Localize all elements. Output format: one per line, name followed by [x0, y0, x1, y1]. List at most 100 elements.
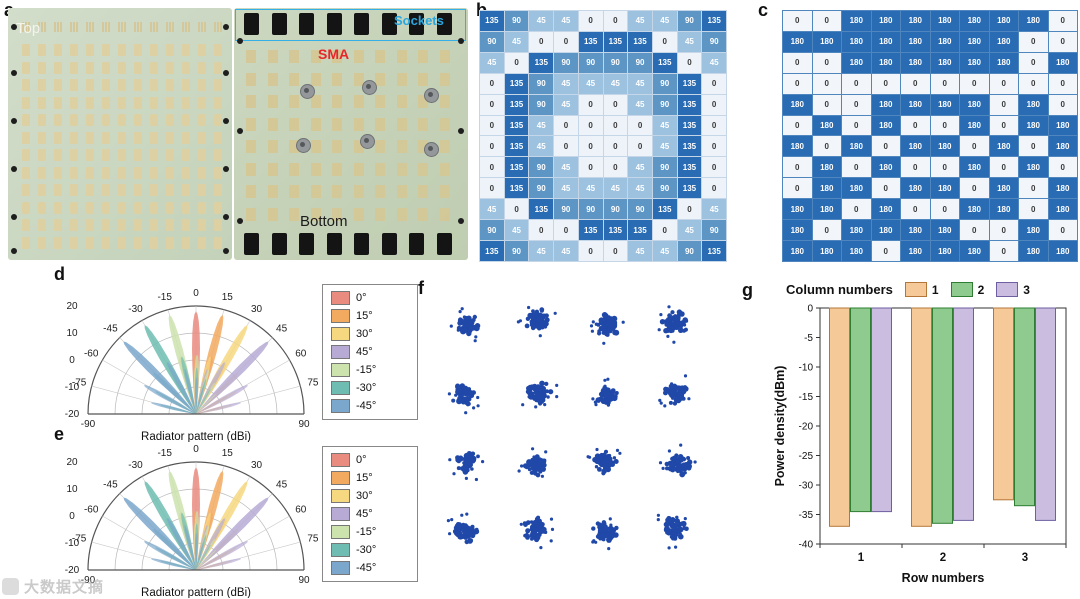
- legend-swatch: [331, 399, 350, 413]
- svg-text:15: 15: [222, 448, 234, 459]
- svg-text:-30: -30: [128, 460, 143, 471]
- phase-cell: 180: [930, 178, 959, 199]
- patch: [102, 166, 110, 179]
- phase-cell: 45: [529, 11, 554, 31]
- svg-text:90: 90: [298, 419, 310, 430]
- svg-text:-5: -5: [804, 333, 813, 344]
- socket-connector: [244, 13, 259, 35]
- patch: [118, 114, 126, 126]
- phase-cell: 180: [812, 157, 841, 178]
- focal-spot: [447, 383, 480, 415]
- patch: [166, 236, 174, 249]
- phase-cell: 90: [529, 73, 554, 94]
- legend-label: 3: [1023, 282, 1030, 297]
- patch: [310, 50, 321, 63]
- phase-cell: 135: [603, 31, 628, 52]
- patch: [118, 96, 126, 109]
- patch: [375, 72, 385, 86]
- solder-strip: [108, 22, 110, 32]
- patch: [86, 236, 94, 249]
- phase-cell: 0: [783, 157, 812, 178]
- socket-connector: [409, 13, 424, 35]
- patch: [134, 166, 142, 179]
- patch: [102, 44, 110, 56]
- phase-cell: 0: [603, 115, 628, 136]
- phase-cell: 0: [603, 136, 628, 157]
- patch: [54, 166, 62, 179]
- phase-cell: 45: [554, 94, 578, 115]
- legend-label: -45°: [356, 400, 377, 412]
- patch: [102, 61, 110, 74]
- patch: [150, 96, 158, 109]
- solder-strip: [92, 22, 94, 32]
- patch: [332, 140, 342, 153]
- phase-cell: 90: [628, 199, 652, 220]
- socket-connector: [436, 13, 452, 35]
- phase-cell: 180: [871, 11, 900, 31]
- patch: [134, 201, 142, 214]
- power-density-bar-chart: 0 -5 -10 -15 -20 -25 -30 -35 -40 1 2 3 Row numbers Po…: [773, 304, 1067, 585]
- patch: [150, 236, 158, 249]
- patch: [134, 131, 142, 144]
- patch: [182, 201, 190, 214]
- solder-strip: [54, 22, 56, 32]
- patch: [102, 96, 110, 109]
- phase-cell: 180: [901, 52, 930, 73]
- phase-cell: 0: [677, 199, 702, 220]
- phase-cell: 45: [603, 73, 628, 94]
- bar-xlabel: Row numbers: [902, 571, 985, 585]
- patch: [289, 117, 299, 131]
- solder-strip: [169, 22, 171, 32]
- svg-text:-75: -75: [72, 378, 87, 389]
- phase-cell: 90: [578, 199, 603, 220]
- patch: [166, 79, 174, 91]
- svg-text:45: 45: [276, 479, 288, 490]
- phase-cell: 135: [529, 199, 554, 220]
- legend-item: -15°: [331, 525, 409, 539]
- screw-hole: [237, 128, 243, 134]
- patch: [418, 207, 428, 221]
- socket-connector: [271, 13, 287, 35]
- phase-cell: 135: [702, 241, 726, 261]
- legend-label: 0°: [356, 292, 367, 304]
- patch: [70, 166, 78, 179]
- phase-cell: 0: [702, 178, 726, 199]
- pcb-sockets-label: Sockets: [394, 13, 444, 28]
- legend-label: -30°: [356, 544, 377, 556]
- phase-cell: 0: [702, 157, 726, 178]
- phase-cell: 180: [812, 199, 841, 220]
- solder-strip: [57, 22, 59, 32]
- legend-item: -15°: [331, 363, 409, 377]
- phase-map-1bit: 0 0 180 180 180 180 180 180 180 0 180 180 180 180 180 1…: [782, 10, 1078, 262]
- phase-cell: 90: [677, 241, 702, 261]
- patch: [418, 50, 428, 63]
- bar: [829, 307, 850, 527]
- socket-connector: [436, 233, 452, 255]
- solder-strip: [70, 22, 72, 32]
- bar: [871, 307, 892, 513]
- phase-cell: 0: [989, 73, 1018, 94]
- phase-cell: 0: [702, 73, 726, 94]
- patch: [22, 219, 30, 231]
- patch: [54, 184, 62, 196]
- patch: [118, 236, 126, 249]
- focal-spot: [591, 377, 619, 407]
- patch: [166, 184, 174, 196]
- patch: [102, 131, 110, 144]
- patch: [134, 61, 142, 74]
- solder-strip: [76, 22, 78, 32]
- patch: [70, 79, 78, 91]
- patch: [214, 149, 222, 161]
- bar: [911, 307, 932, 527]
- phase-cell: 45: [628, 73, 652, 94]
- patch: [118, 131, 126, 144]
- phase-cell: 180: [989, 52, 1018, 73]
- patch: [150, 131, 158, 144]
- phase-cell: 0: [989, 115, 1018, 136]
- patch: [150, 79, 158, 91]
- screw-hole: [223, 70, 229, 76]
- phase-cell: 0: [812, 94, 841, 115]
- patch: [166, 114, 174, 126]
- socket-connector: [326, 233, 342, 255]
- legend-label: 45°: [356, 508, 373, 520]
